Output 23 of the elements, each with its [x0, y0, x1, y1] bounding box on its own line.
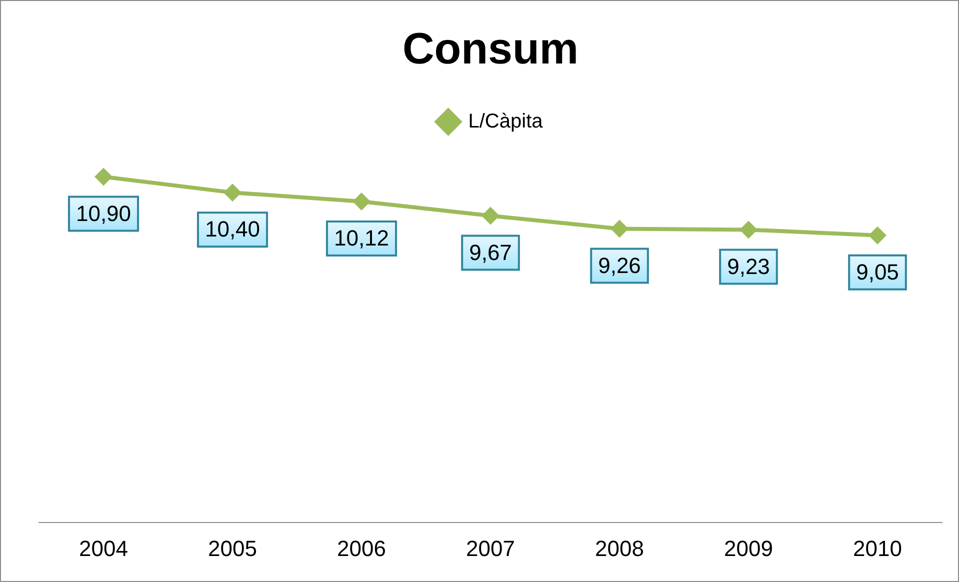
point [740, 220, 758, 239]
x-tick-label: 2009 [724, 536, 773, 561]
x-tick-label: 2006 [337, 536, 386, 561]
chart-title: Consum [402, 24, 578, 74]
data-label: 10,12 [334, 226, 390, 251]
point [610, 220, 628, 238]
point [224, 184, 242, 202]
data-label: 10,90 [76, 200, 132, 226]
point [352, 192, 370, 210]
point [868, 226, 886, 244]
x-tick-label: 2005 [208, 536, 257, 561]
data-label: 9,23 [727, 254, 770, 279]
x-tick-label: 2004 [79, 536, 128, 561]
point [482, 206, 500, 225]
x-tick-label: 2007 [466, 536, 515, 561]
x-tick-label: 2008 [595, 536, 644, 561]
point [94, 168, 112, 186]
data-label: 9,26 [598, 252, 641, 278]
data-label: 9,67 [469, 240, 512, 265]
data-label: 10,40 [204, 216, 260, 242]
legend-label: L/Càpita [468, 110, 544, 132]
data-label: 9,05 [856, 259, 899, 284]
x-tick-label: 2010 [853, 536, 902, 561]
